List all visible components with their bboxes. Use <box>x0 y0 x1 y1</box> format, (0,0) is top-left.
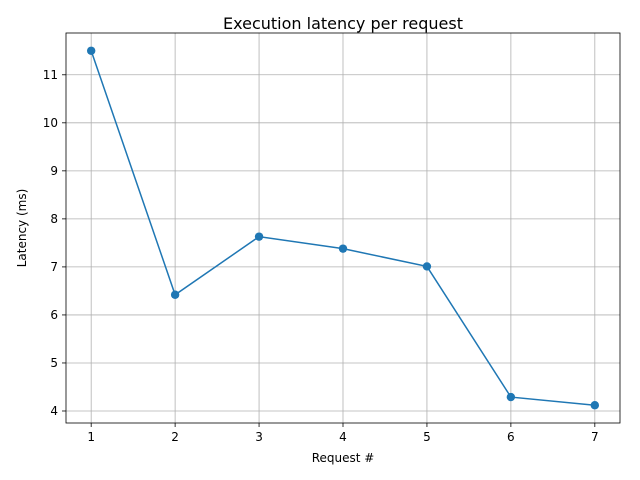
y-tick-label: 5 <box>50 356 58 370</box>
x-tick-label: 7 <box>591 430 599 444</box>
y-axis: 4 5 6 7 8 9 10 11 <box>43 68 66 418</box>
y-tick-label: 11 <box>43 68 58 82</box>
y-tick-label: 9 <box>50 164 58 178</box>
y-axis-label: Latency (ms) <box>15 189 29 268</box>
x-axis: 1 2 3 4 5 6 7 <box>87 423 599 444</box>
grid <box>66 33 620 423</box>
chart-title: Execution latency per request <box>223 14 463 33</box>
x-tick-label: 5 <box>423 430 431 444</box>
y-tick-label: 10 <box>43 116 58 130</box>
x-tick-label: 6 <box>507 430 515 444</box>
y-tick-label: 7 <box>50 260 58 274</box>
x-tick-label: 2 <box>171 430 179 444</box>
x-tick-label: 4 <box>339 430 347 444</box>
data-point <box>422 262 432 271</box>
y-tick-label: 6 <box>50 308 58 322</box>
data-point <box>506 392 516 402</box>
x-tick-label: 1 <box>87 430 95 444</box>
data-point <box>170 290 180 299</box>
series-layer <box>86 46 600 410</box>
data-point <box>86 46 96 55</box>
y-tick-label: 8 <box>50 212 58 226</box>
data-point <box>338 244 348 253</box>
data-point <box>254 232 264 241</box>
x-axis-label: Request # <box>312 451 375 465</box>
data-point <box>590 401 600 410</box>
x-tick-label: 3 <box>255 430 263 444</box>
y-tick-label: 4 <box>50 404 58 418</box>
